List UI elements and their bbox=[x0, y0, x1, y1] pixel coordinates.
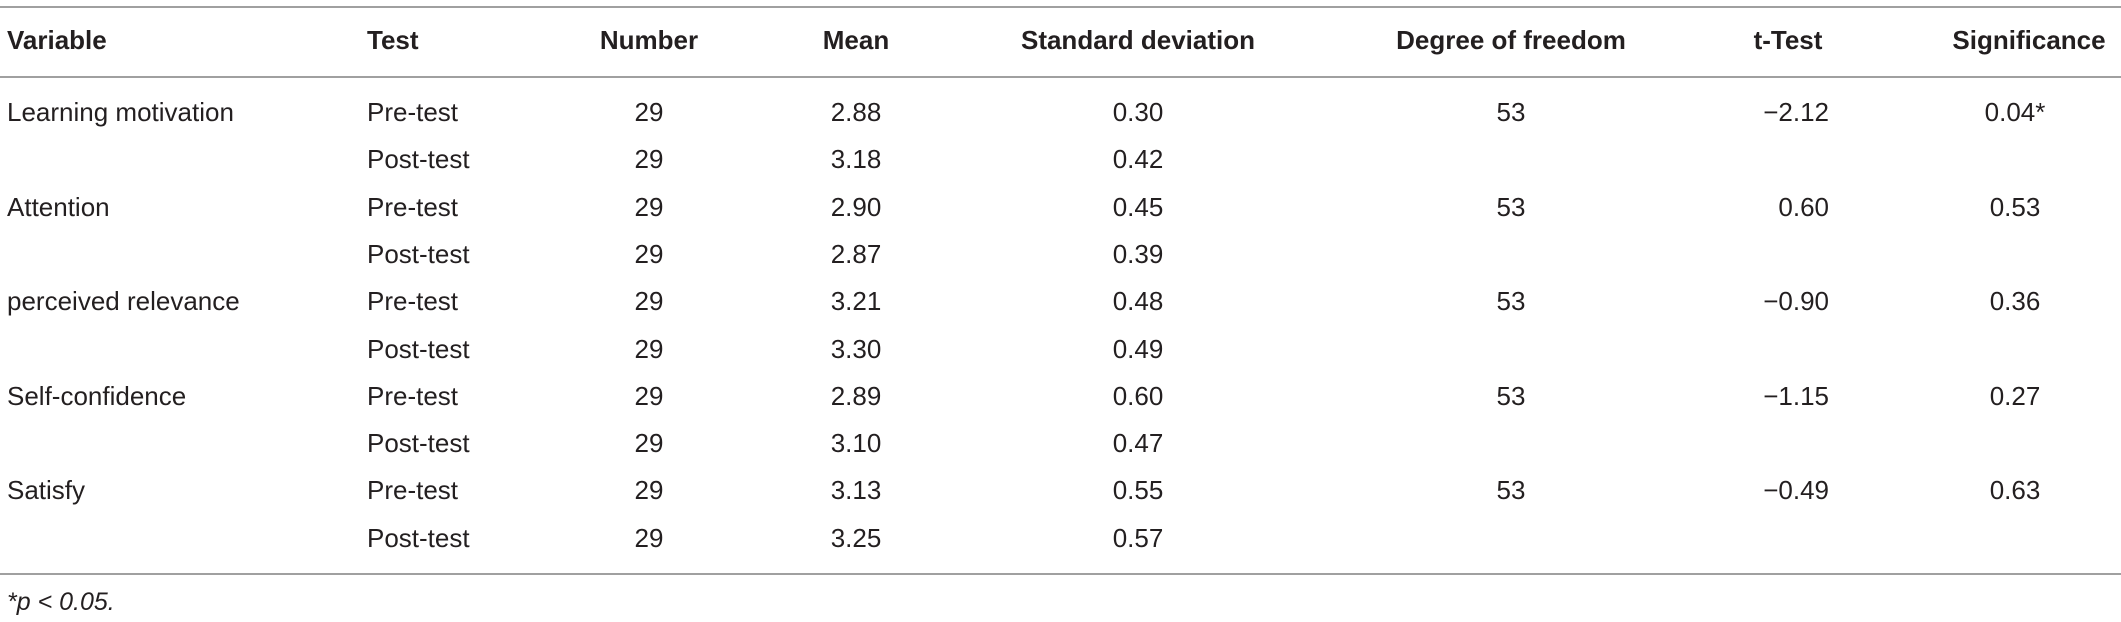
cell-number: 29 bbox=[634, 97, 664, 127]
header-variable: Variable bbox=[7, 25, 107, 55]
cell-t-test: −1.15 bbox=[1763, 380, 1829, 411]
cell-degree-of-freedom: 53 bbox=[1496, 475, 1526, 506]
cell-mean: 2.89 bbox=[830, 380, 882, 411]
cell-test: Post-test bbox=[367, 333, 470, 364]
cell-test: Post-test bbox=[367, 238, 470, 269]
cell-number: 29 bbox=[634, 475, 664, 506]
cell-significance: 0.27 bbox=[1989, 380, 2041, 411]
cell-test: Pre-test bbox=[367, 286, 459, 317]
cell-standard-deviation: 0.48 bbox=[1112, 286, 1164, 317]
cell-test: Pre-test bbox=[367, 380, 459, 411]
cell-standard-deviation: 0.45 bbox=[1112, 191, 1164, 222]
header-degree-of-freedom: Degree of freedom bbox=[1396, 25, 1626, 55]
cell-test: Post-test bbox=[367, 428, 470, 459]
header-mean: Mean bbox=[822, 25, 890, 55]
header-test: Test bbox=[367, 25, 419, 55]
header-significance: Significance bbox=[1952, 25, 2106, 55]
cell-test: Pre-test bbox=[367, 191, 459, 222]
cell-significance: 0.53 bbox=[1989, 191, 2041, 222]
cell-standard-deviation: 0.55 bbox=[1112, 475, 1164, 506]
cell-mean: 3.25 bbox=[830, 522, 882, 553]
cell-t-test: 0.60 bbox=[1778, 191, 1829, 222]
cell-mean: 3.18 bbox=[830, 144, 882, 175]
cell-degree-of-freedom: 53 bbox=[1496, 286, 1526, 317]
footnote: *p < 0.05. bbox=[7, 588, 115, 616]
cell-mean: 3.30 bbox=[830, 333, 882, 364]
cell-t-test: −0.90 bbox=[1763, 286, 1829, 317]
top-rule bbox=[0, 6, 2121, 8]
cell-number: 29 bbox=[634, 428, 664, 459]
cell-standard-deviation: 0.60 bbox=[1112, 380, 1164, 411]
header-t-test: t-Test bbox=[1753, 25, 1823, 55]
cell-mean: 2.88 bbox=[830, 97, 882, 127]
cell-mean: 3.10 bbox=[830, 428, 882, 459]
cell-standard-deviation: 0.49 bbox=[1112, 333, 1164, 364]
bottom-rule bbox=[0, 573, 2121, 575]
cell-degree-of-freedom: 53 bbox=[1496, 380, 1526, 411]
cell-test: Post-test bbox=[367, 522, 470, 553]
header-standard-deviation: Standard deviation bbox=[1020, 25, 1256, 55]
cell-significance: 0.04* bbox=[1984, 97, 2046, 127]
cell-standard-deviation: 0.39 bbox=[1112, 238, 1164, 269]
cell-number: 29 bbox=[634, 238, 664, 269]
cell-test: Post-test bbox=[367, 144, 470, 175]
cell-t-test: −0.49 bbox=[1763, 475, 1829, 506]
cell-number: 29 bbox=[634, 286, 664, 317]
cell-test: Pre-test bbox=[367, 97, 459, 127]
cell-significance: 0.36 bbox=[1989, 286, 2041, 317]
cell-standard-deviation: 0.30 bbox=[1112, 97, 1164, 127]
cell-variable: Attention bbox=[7, 191, 110, 222]
cell-variable: Self-confidence bbox=[7, 380, 187, 411]
cell-number: 29 bbox=[634, 191, 664, 222]
cell-mean: 3.13 bbox=[830, 475, 882, 506]
cell-number: 29 bbox=[634, 333, 664, 364]
cell-number: 29 bbox=[634, 522, 664, 553]
cell-standard-deviation: 0.57 bbox=[1112, 522, 1164, 553]
cell-mean: 3.21 bbox=[830, 286, 882, 317]
cell-test: Pre-test bbox=[367, 475, 459, 506]
cell-variable: Satisfy bbox=[7, 475, 86, 506]
cell-t-test: −2.12 bbox=[1763, 97, 1829, 127]
cell-number: 29 bbox=[634, 380, 664, 411]
cell-mean: 2.90 bbox=[830, 191, 882, 222]
cell-standard-deviation: 0.47 bbox=[1112, 428, 1164, 459]
header-rule bbox=[0, 76, 2121, 78]
cell-variable: Learning motivation bbox=[7, 97, 234, 127]
cell-degree-of-freedom: 53 bbox=[1496, 191, 1526, 222]
cell-degree-of-freedom: 53 bbox=[1496, 97, 1526, 127]
cell-mean: 2.87 bbox=[830, 238, 882, 269]
cell-number: 29 bbox=[634, 144, 664, 175]
cell-significance: 0.63 bbox=[1989, 475, 2041, 506]
cell-variable: perceived relevance bbox=[7, 286, 240, 317]
header-number: Number bbox=[599, 25, 699, 55]
cell-standard-deviation: 0.42 bbox=[1112, 144, 1164, 175]
